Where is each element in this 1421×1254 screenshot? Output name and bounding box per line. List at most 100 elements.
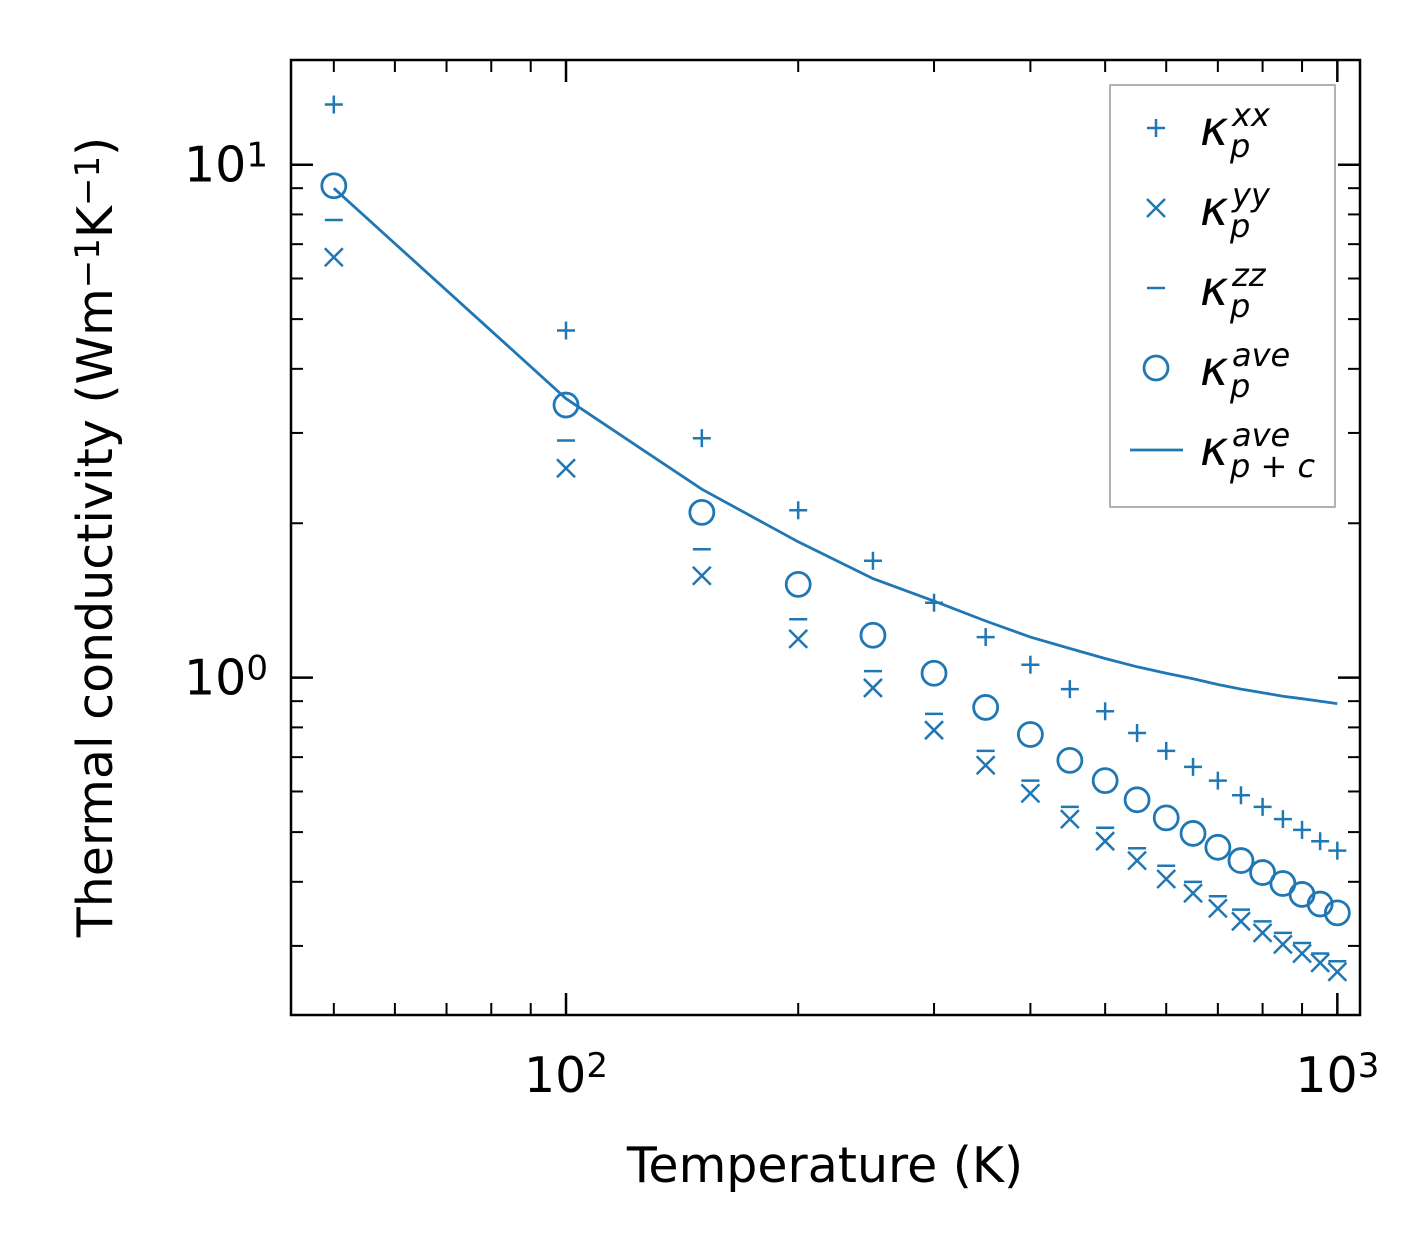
data-point-xx: [1157, 741, 1176, 760]
data-point-ave: [920, 659, 948, 687]
data-point-yy: [1020, 783, 1041, 804]
data-point-yy: [1273, 934, 1293, 955]
data-point-ave: [1179, 820, 1207, 847]
data-point-yy: [323, 247, 344, 268]
data-point-xx: [863, 551, 882, 570]
data-point-yy: [1059, 809, 1080, 830]
series-pc: [332, 187, 1338, 705]
data-point-yy: [1231, 911, 1251, 932]
x-tick-label: 103: [1295, 1046, 1379, 1104]
series-ave: [320, 172, 1351, 927]
data-point-ave: [1123, 786, 1151, 814]
data-point-yy: [1183, 883, 1203, 904]
legend-symbol: κ: [1200, 421, 1229, 477]
data-point-xx: [789, 501, 808, 520]
data-point-yy: [1292, 943, 1312, 964]
data-point-ave: [972, 694, 1000, 721]
data-point-xx: [557, 321, 576, 340]
data-point-ave: [320, 172, 348, 200]
data-point-yy: [863, 678, 883, 698]
plot-area: [320, 95, 1351, 982]
data-point-xx: [1021, 655, 1040, 674]
legend-superscript: zz: [1231, 256, 1267, 294]
legend-marker-yy: [1146, 198, 1166, 218]
data-point-yy: [975, 755, 996, 776]
legend-superscript: ave: [1232, 416, 1290, 454]
data-point-ave: [1249, 859, 1276, 886]
data-point-ave: [784, 570, 812, 598]
data-point-yy: [1310, 952, 1331, 973]
data-point-xx: [1096, 702, 1115, 721]
data-point-xx: [692, 429, 711, 448]
y-tick-label: 100: [184, 648, 268, 706]
data-point-yy: [1327, 961, 1348, 982]
legend-subscript: p: [1229, 287, 1250, 325]
x-tick-label: 102: [524, 1046, 608, 1104]
legend-subscript: p + c: [1229, 447, 1315, 485]
data-point-xx: [976, 628, 995, 647]
data-point-yy: [1095, 831, 1116, 852]
series-line-pc: [332, 187, 1338, 705]
series-yy: [323, 247, 1348, 982]
tick-labels: 102 103 100 101: [184, 135, 1379, 1104]
data-point-yy: [556, 458, 576, 479]
data-point-ave: [1091, 767, 1119, 795]
data-point-ave: [1288, 881, 1316, 908]
data-point-ave: [1016, 721, 1044, 748]
legend-box: [1109, 84, 1336, 508]
data-point-xx: [1208, 771, 1227, 790]
y-axis-label: Thermal conductivity (Wm−1K−1): [67, 137, 124, 938]
series-xx: [324, 95, 1347, 860]
data-point-ave: [1306, 890, 1334, 918]
legend-item-xx: κ xxp: [1147, 96, 1271, 165]
data-point-xx: [1293, 820, 1312, 839]
legend-subscript: p: [1229, 127, 1250, 165]
data-point-xx: [1231, 786, 1250, 805]
data-point-yy: [1207, 898, 1228, 919]
data-point-ave: [1056, 746, 1084, 774]
data-point-xx: [1328, 841, 1347, 860]
data-point-yy: [1252, 923, 1273, 943]
minor-ticks: [291, 60, 1360, 1015]
legend-item-yy: κ yyp: [1146, 176, 1271, 245]
data-point-xx: [1060, 680, 1079, 699]
data-point-xx: [1128, 724, 1147, 743]
legend-symbol: κ: [1200, 181, 1229, 237]
series-zz: [324, 218, 1347, 963]
legend-subscript: p: [1229, 207, 1250, 245]
legend-marker-xx: [1147, 119, 1165, 137]
legend-subscript: p: [1229, 367, 1250, 405]
data-point-xx: [1253, 797, 1272, 816]
major-ticks: [291, 60, 1360, 1015]
data-point-yy: [924, 720, 944, 741]
legend-superscript: xx: [1231, 96, 1271, 134]
data-point-yy: [1127, 850, 1147, 871]
x-axis-label: Temperature (K): [626, 1137, 1023, 1194]
data-point-ave: [1204, 833, 1232, 861]
legend-symbol: κ: [1200, 101, 1229, 157]
data-point-yy: [788, 629, 809, 649]
data-point-xx: [1311, 832, 1330, 851]
axes-frame: [289, 58, 1362, 1017]
data-point-yy: [691, 565, 712, 586]
legend-item-zz: κ zzp: [1147, 256, 1267, 325]
legend-symbol: κ: [1200, 261, 1229, 317]
legend-superscript: ave: [1232, 336, 1290, 374]
data-point-xx: [1184, 757, 1203, 776]
legend-marker-ave: [1142, 354, 1170, 382]
legend-superscript: yy: [1231, 176, 1271, 214]
data-point-ave: [859, 621, 887, 649]
y-tick-label: 101: [184, 135, 268, 193]
data-point-ave: [688, 498, 716, 526]
data-point-ave: [1152, 804, 1180, 832]
data-point-ave: [1323, 899, 1351, 927]
legend-symbol: κ: [1200, 341, 1229, 397]
data-point-xx: [324, 95, 343, 114]
data-point-xx: [1273, 810, 1292, 829]
data-point-ave: [1227, 847, 1255, 874]
data-point-yy: [1156, 869, 1177, 889]
